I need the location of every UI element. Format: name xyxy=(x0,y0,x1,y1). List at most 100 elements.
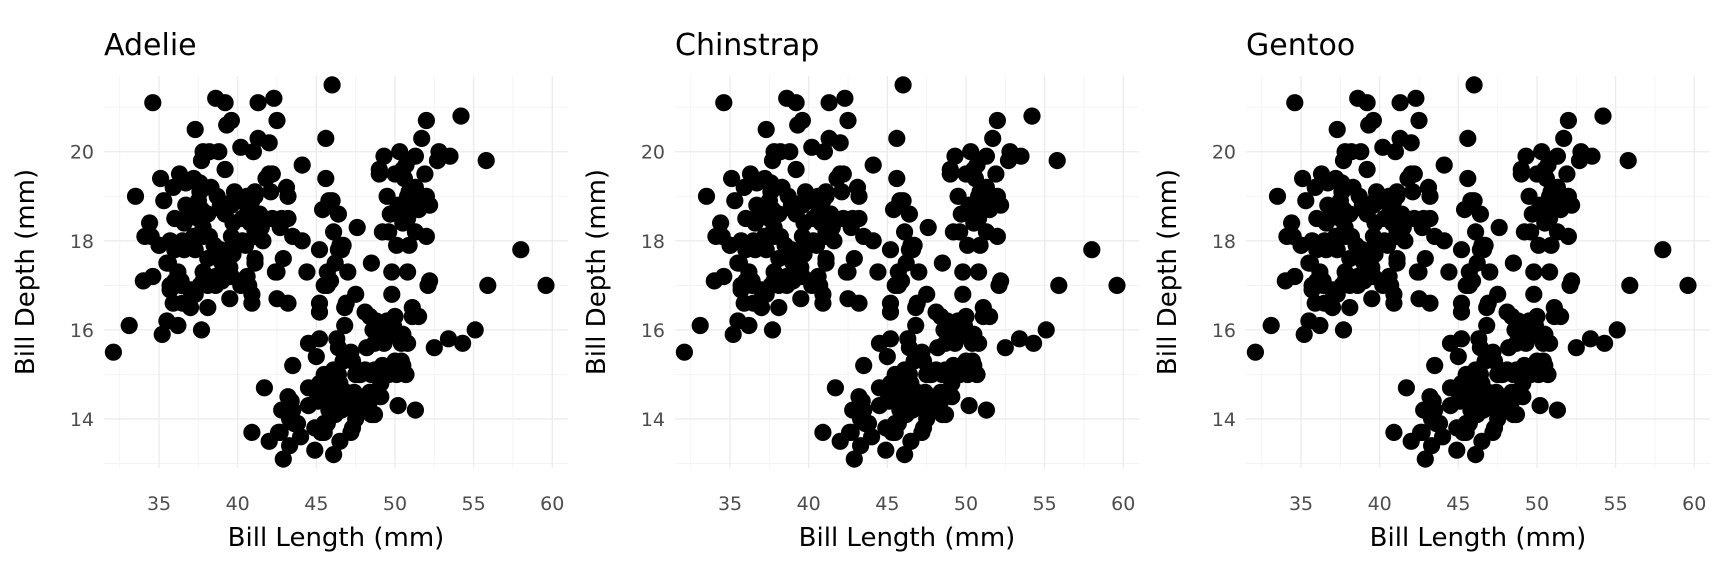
data-point xyxy=(1583,147,1601,165)
data-point xyxy=(318,263,336,281)
data-point xyxy=(1286,94,1304,112)
data-point xyxy=(765,227,783,245)
data-point xyxy=(1459,169,1477,188)
data-point xyxy=(1366,236,1384,254)
x-tick-label: 45 xyxy=(1446,493,1470,515)
data-point xyxy=(723,169,741,188)
data-point xyxy=(855,227,873,245)
data-point xyxy=(817,254,835,272)
data-point xyxy=(1531,397,1549,415)
data-point xyxy=(134,272,152,290)
data-point xyxy=(1467,446,1485,464)
data-point xyxy=(908,383,926,401)
panel-title: Gentoo xyxy=(1246,28,1355,63)
data-point xyxy=(271,218,289,237)
data-point xyxy=(919,218,937,237)
data-point xyxy=(1514,365,1532,384)
y-tick-label: 16 xyxy=(70,320,94,342)
data-point xyxy=(878,348,896,366)
data-point xyxy=(243,294,261,312)
y-tick-label: 20 xyxy=(70,142,94,164)
data-point xyxy=(1471,205,1489,223)
data-point xyxy=(763,152,782,170)
data-point xyxy=(1459,129,1477,147)
data-point xyxy=(888,169,906,188)
data-point xyxy=(537,276,555,294)
data-point xyxy=(881,241,900,259)
data-point xyxy=(913,423,931,441)
data-point xyxy=(960,397,978,415)
data-point xyxy=(1481,263,1499,281)
data-point xyxy=(152,169,170,188)
data-point xyxy=(963,334,981,352)
data-point xyxy=(740,316,758,335)
data-point xyxy=(1525,263,1543,281)
data-point xyxy=(389,201,407,219)
data-point xyxy=(1465,76,1483,94)
data-point xyxy=(900,365,919,384)
data-point xyxy=(1536,356,1554,375)
data-point xyxy=(284,227,302,245)
data-point xyxy=(199,299,217,317)
y-tick-label: 14 xyxy=(1212,409,1236,431)
y-tick-label: 18 xyxy=(1212,231,1236,253)
data-point xyxy=(1405,165,1423,183)
data-point xyxy=(479,276,497,294)
data-point xyxy=(421,272,439,290)
data-point xyxy=(164,178,182,196)
x-axis-title: Bill Length (mm) xyxy=(1370,523,1587,553)
x-tick-label: 50 xyxy=(954,493,978,515)
data-point xyxy=(169,316,187,335)
data-point xyxy=(358,339,376,357)
data-point xyxy=(1581,330,1600,348)
data-point xyxy=(1410,111,1428,130)
data-point xyxy=(1334,321,1353,339)
data-point xyxy=(845,450,863,468)
data-point xyxy=(141,214,159,232)
data-point xyxy=(325,223,343,241)
data-point xyxy=(735,294,753,312)
data-point xyxy=(292,428,310,446)
y-axis-title: Bill Depth (mm) xyxy=(11,169,41,375)
data-point xyxy=(724,325,742,343)
data-point xyxy=(246,254,264,272)
data-point xyxy=(243,423,261,441)
data-point xyxy=(1358,205,1376,223)
data-point xyxy=(391,143,409,161)
data-point xyxy=(889,276,907,294)
data-point xyxy=(770,299,788,317)
data-point xyxy=(1048,152,1066,170)
data-point xyxy=(512,241,530,259)
x-tick-label: 60 xyxy=(540,493,564,515)
data-point xyxy=(1311,316,1329,335)
data-point xyxy=(268,263,286,281)
data-point xyxy=(367,312,385,330)
scatter-points xyxy=(104,76,555,468)
x-tick-label: 50 xyxy=(1525,493,1549,515)
data-point xyxy=(392,334,410,352)
data-point xyxy=(1413,218,1431,237)
data-point xyxy=(1619,152,1637,170)
data-point xyxy=(454,334,472,352)
data-point xyxy=(339,263,357,281)
data-point xyxy=(965,356,983,375)
data-point xyxy=(1394,209,1412,228)
data-point xyxy=(864,156,882,174)
data-point xyxy=(1388,254,1406,272)
y-tick-label: 20 xyxy=(1212,142,1236,164)
data-point xyxy=(845,250,863,268)
data-point xyxy=(877,441,895,459)
data-point xyxy=(814,294,832,312)
data-point xyxy=(839,111,857,130)
data-point xyxy=(389,397,407,415)
data-point xyxy=(1312,165,1331,183)
data-point xyxy=(705,272,723,290)
data-point xyxy=(394,356,412,375)
data-point xyxy=(388,236,406,254)
data-point xyxy=(992,196,1010,214)
data-point xyxy=(342,423,360,441)
data-point xyxy=(1327,169,1345,188)
data-point xyxy=(721,236,739,254)
data-point xyxy=(1308,272,1326,290)
data-point xyxy=(240,276,258,294)
